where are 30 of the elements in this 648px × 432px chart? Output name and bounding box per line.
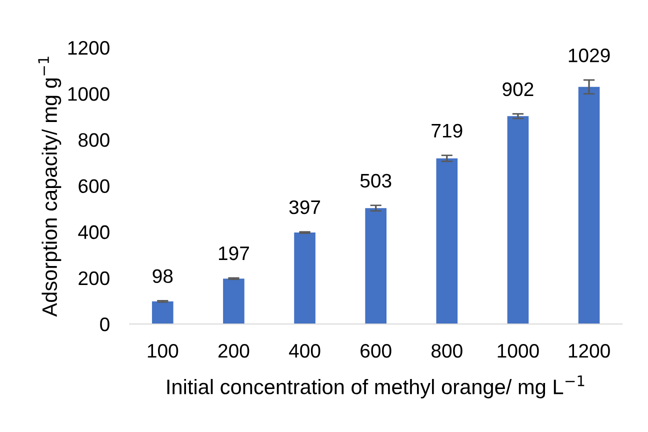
y-tick-label: 400 xyxy=(78,225,110,240)
bar xyxy=(365,208,386,324)
x-tick-label: 1200 xyxy=(568,344,610,358)
y-tick-label: 0 xyxy=(100,317,110,332)
bar xyxy=(223,278,244,324)
y-tick-label: 1200 xyxy=(68,40,110,55)
y-tick-label: 200 xyxy=(78,271,110,286)
y-tick-label: 1000 xyxy=(68,87,110,101)
x-tick-label: 1000 xyxy=(498,344,539,358)
bar xyxy=(436,158,458,324)
bar xyxy=(294,232,316,324)
data-label: 98 xyxy=(152,269,173,283)
x-axis-title: Initial concentration of methyl orange/ mg L$^{−1}$ xyxy=(167,375,584,398)
x-tick-label: 200 xyxy=(218,344,250,358)
data-label: 1029 xyxy=(568,48,610,62)
data-label: 902 xyxy=(502,82,534,96)
bar xyxy=(507,116,529,324)
x-tick-label: 100 xyxy=(148,344,178,358)
data-label: 719 xyxy=(432,124,462,138)
data-label: 197 xyxy=(218,246,249,260)
bar xyxy=(578,86,600,324)
y-tick-label: 600 xyxy=(78,179,110,193)
y-axis-title: Adsorption capacity/ mg g$^{−1}$ xyxy=(38,56,62,317)
bar xyxy=(152,301,174,324)
y-tick-label: 800 xyxy=(78,133,110,147)
data-label: 503 xyxy=(360,174,392,188)
data-label: 397 xyxy=(289,200,320,214)
x-tick-label: 800 xyxy=(432,344,462,358)
x-tick-label: 400 xyxy=(289,344,320,358)
x-tick-label: 600 xyxy=(360,344,392,358)
